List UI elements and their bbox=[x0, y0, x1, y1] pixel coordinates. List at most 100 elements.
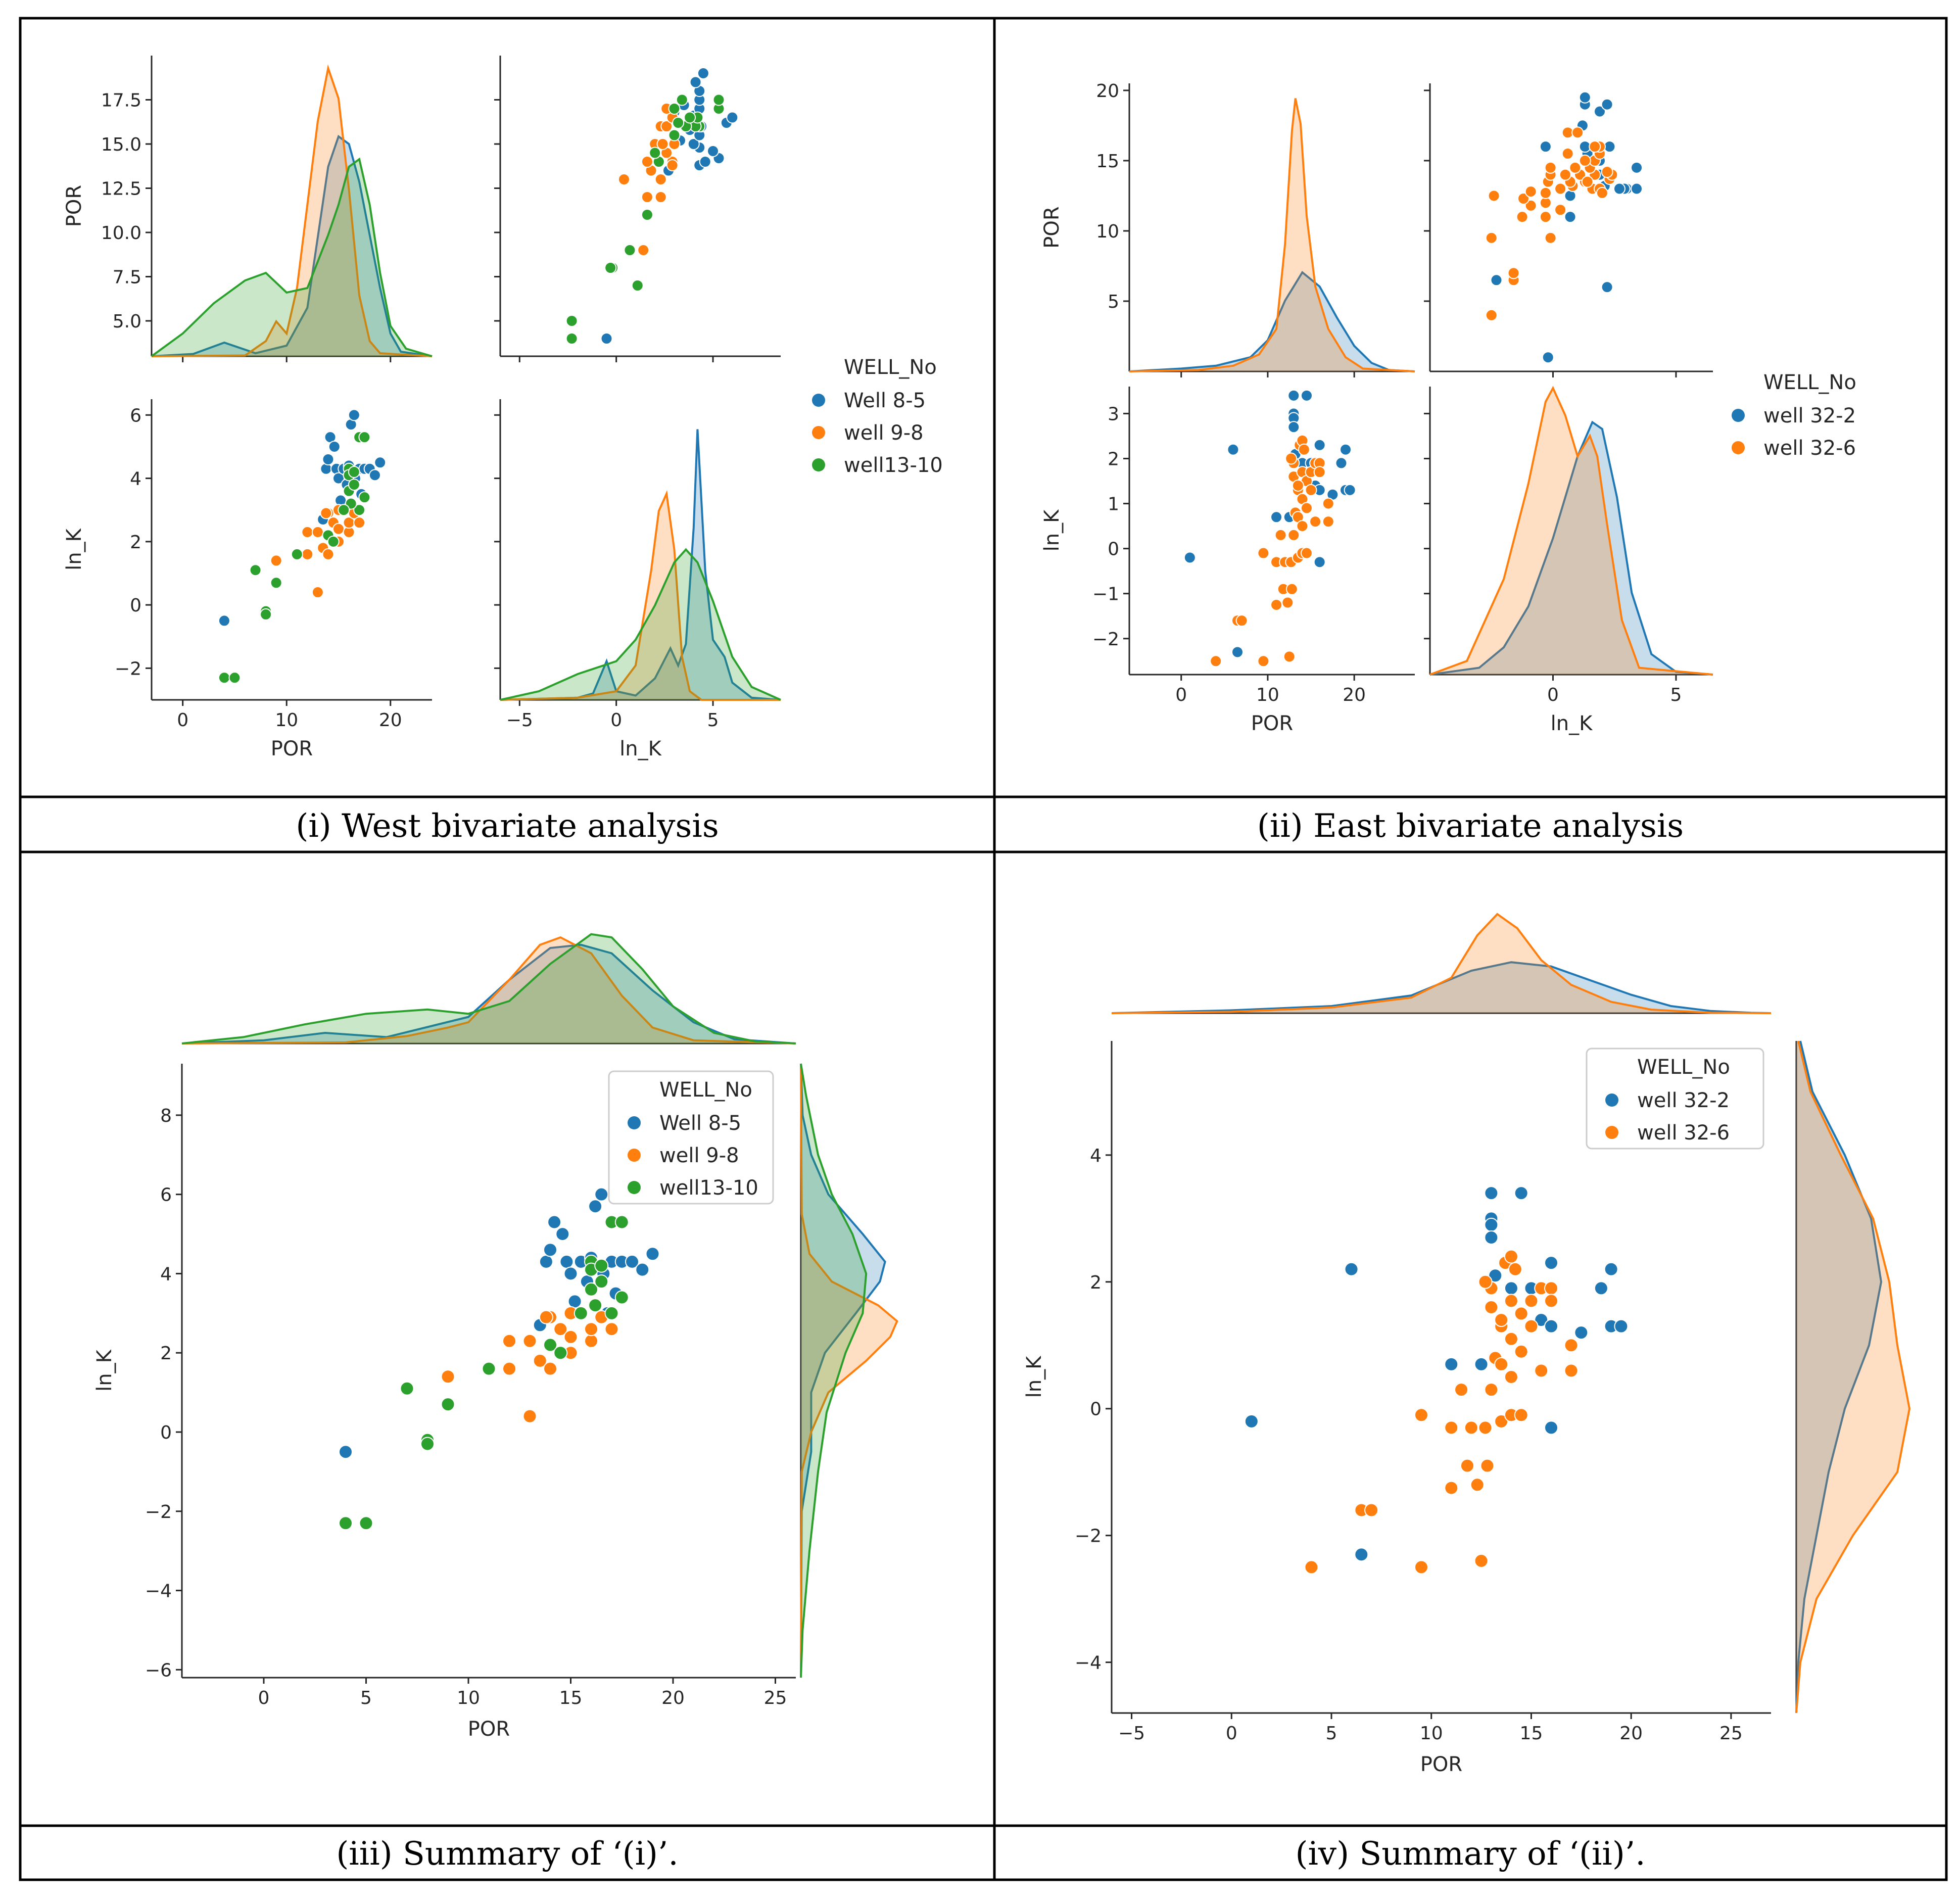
east-pairplot-bl-point bbox=[1287, 529, 1300, 541]
west-pairplot-tr-point bbox=[668, 129, 681, 141]
east-jointplot-main-point bbox=[1508, 1262, 1522, 1276]
table-frame bbox=[19, 17, 1948, 1881]
east-jointplot-ylabel: ln_K bbox=[1023, 1355, 1046, 1398]
east-pairplot-legend-marker bbox=[1732, 441, 1745, 454]
east-pairplot-por-diag-ytick-label: 10 bbox=[1096, 221, 1119, 242]
west-jointplot-main-ytick-label: −6 bbox=[145, 1660, 172, 1681]
east-pairplot-bl-point bbox=[1274, 529, 1287, 541]
west-pairplot-legend-marker bbox=[812, 426, 825, 439]
west-pairplot-tr-point bbox=[617, 173, 630, 185]
west-pairplot-bl-ytick-label: 0 bbox=[130, 595, 141, 616]
west-pairplot-lnk-diag-xtick-label: −5 bbox=[506, 710, 533, 731]
east-pairplot-tr-point bbox=[1544, 231, 1557, 244]
east-jointplot-main-point bbox=[1544, 1256, 1558, 1270]
east-pairplot-tr-point bbox=[1507, 267, 1520, 279]
west-pairplot-bl-point bbox=[348, 466, 360, 479]
west-pairplot-lnk-diag-xtick-label: 0 bbox=[610, 710, 622, 731]
east-pairplot-tr-point bbox=[1596, 186, 1608, 199]
east-pairplot-bl-point bbox=[1300, 502, 1313, 514]
east-pairplot-tr-point bbox=[1517, 193, 1530, 205]
west-pairplot-por-diag-ytick-label: 5.0 bbox=[113, 311, 141, 332]
east-jointplot-main-point bbox=[1504, 1332, 1518, 1346]
east-pairplot-legend-entry: well 32-2 bbox=[1763, 404, 1856, 427]
east-pairplot-por-diag-ytick-label: 5 bbox=[1108, 292, 1119, 312]
west-pairplot-ylabel-por: POR bbox=[63, 185, 86, 227]
west-pairplot-bl-point bbox=[228, 672, 241, 684]
east-jointplot-main-point bbox=[1414, 1408, 1428, 1422]
east-pairplot-tr-point bbox=[1524, 199, 1537, 212]
west-jointplot-main-xtick-label: 20 bbox=[661, 1688, 685, 1708]
east-pairplot-tr-point bbox=[1569, 161, 1582, 174]
east-jointplot-main-xtick-label: 5 bbox=[1326, 1723, 1337, 1744]
west-pairplot-por-diag-ytick-label: 15.0 bbox=[101, 134, 141, 155]
east-pairplot-bl-point bbox=[1322, 515, 1334, 528]
west-jointplot-main-point bbox=[559, 1254, 574, 1269]
west-pairplot-tr-point bbox=[641, 156, 653, 168]
east-jointplot-main-point bbox=[1534, 1363, 1549, 1378]
west-jointplot-top-marginal-well13-10-kde-fill bbox=[182, 934, 796, 1043]
west-jointplot-main-point bbox=[604, 1322, 619, 1337]
east-jointplot-main-xtick-label: 15 bbox=[1520, 1723, 1543, 1744]
west-jointplot-main-point bbox=[563, 1266, 578, 1281]
east-pairplot-tr-point bbox=[1564, 211, 1576, 223]
west-pairplot-por-diag-Well8-5-kde-fill bbox=[152, 136, 432, 356]
west-pairplot-tr-point bbox=[660, 120, 673, 132]
east-pairplot-tr-point bbox=[1485, 231, 1498, 244]
east-pairplot-tr-point bbox=[1601, 281, 1613, 294]
caption-east: (ii) East bivariate analysis bbox=[1257, 807, 1684, 845]
east-pairplot-bl-point bbox=[1270, 511, 1283, 524]
east-jointplot-legend-marker bbox=[1605, 1093, 1618, 1107]
west-pairplot-tr-point bbox=[631, 279, 644, 292]
east-pairplot-bl-ytick-label: 3 bbox=[1108, 404, 1119, 424]
west-pairplot-lnk-diag-xtick-label: 5 bbox=[707, 710, 719, 731]
west-jointplot: 0 5 10 15 20 25 −6 −4 −2 0 2 4 6 8 POR ln_K WELL_No Well … bbox=[93, 933, 898, 1741]
west-pairplot-bl-point bbox=[353, 504, 366, 516]
west-pairplot-tr-point bbox=[654, 173, 667, 185]
east-pairplot-legend-entry: well 32-6 bbox=[1763, 437, 1856, 460]
west-pairplot-legend-entry: well 9-8 bbox=[844, 421, 924, 445]
west-pairplot-lnk-diag-well13-10-kde-fill bbox=[500, 549, 781, 700]
east-jointplot-main-point bbox=[1504, 1281, 1518, 1296]
west-jointplot-main-xtick-label: 25 bbox=[764, 1688, 787, 1708]
west-jointplot-main-ytick-label: −2 bbox=[145, 1502, 172, 1523]
west-jointplot-main-point bbox=[420, 1437, 435, 1451]
west-pairplot-tr-point bbox=[649, 147, 661, 159]
east-pairplot-tr-point bbox=[1554, 182, 1567, 195]
east-jointplot-main-xtick-label: 25 bbox=[1719, 1723, 1743, 1744]
east-pairplot-bl-point bbox=[1257, 655, 1270, 668]
west-pairplot-bl-point bbox=[301, 526, 314, 539]
east-jointplot-main-point bbox=[1514, 1186, 1528, 1201]
west-pairplot-bl-point bbox=[270, 554, 282, 567]
west-pairplot-tr-point bbox=[637, 244, 650, 256]
east-jointplot-main-point bbox=[1574, 1325, 1589, 1340]
east-pairplot-tr-point bbox=[1561, 148, 1574, 160]
west-jointplot-main-point bbox=[645, 1247, 660, 1261]
east-pairplot-bl-xtick-label: 20 bbox=[1343, 685, 1366, 705]
west-pairplot-xlabel-lnk: ln_K bbox=[619, 737, 662, 760]
west-jointplot-main-point bbox=[604, 1306, 619, 1320]
west-jointplot-main-point bbox=[543, 1338, 557, 1352]
east-jointplot-main-point bbox=[1484, 1383, 1499, 1397]
east-pairplot-tr-point bbox=[1564, 189, 1576, 202]
west-pairplot-bl-point bbox=[301, 548, 314, 560]
west-jointplot-legend-marker bbox=[628, 1116, 641, 1129]
east-jointplot-main-point bbox=[1504, 1294, 1518, 1308]
east-pairplot-bl-point bbox=[1210, 655, 1222, 668]
west-pairplot-tr-point bbox=[687, 138, 700, 150]
west-jointplot-top-marginal-Well8-5-kde-fill bbox=[182, 944, 796, 1043]
west-pairplot-lnk-diag-well9-8-kde-fill bbox=[500, 494, 781, 700]
east-pairplot-bl-point bbox=[1235, 614, 1248, 627]
east-jointplot-main-point bbox=[1480, 1458, 1495, 1473]
west-jointplot-main-point bbox=[584, 1334, 598, 1348]
west-jointplot-legend-marker bbox=[628, 1181, 641, 1194]
west-jointplot-main-point bbox=[400, 1381, 414, 1396]
west-pairplot-bl-point bbox=[218, 614, 230, 627]
east-jointplot-main-point bbox=[1544, 1294, 1558, 1308]
west-jointplot-main-ytick-label: 8 bbox=[160, 1106, 172, 1126]
west-pairplot-legend-entry: Well 8-5 bbox=[844, 389, 926, 412]
west-jointplot-main-point bbox=[502, 1361, 516, 1376]
west-jointplot-main-point bbox=[594, 1187, 609, 1202]
west-pairplot-bl-point bbox=[311, 586, 324, 599]
